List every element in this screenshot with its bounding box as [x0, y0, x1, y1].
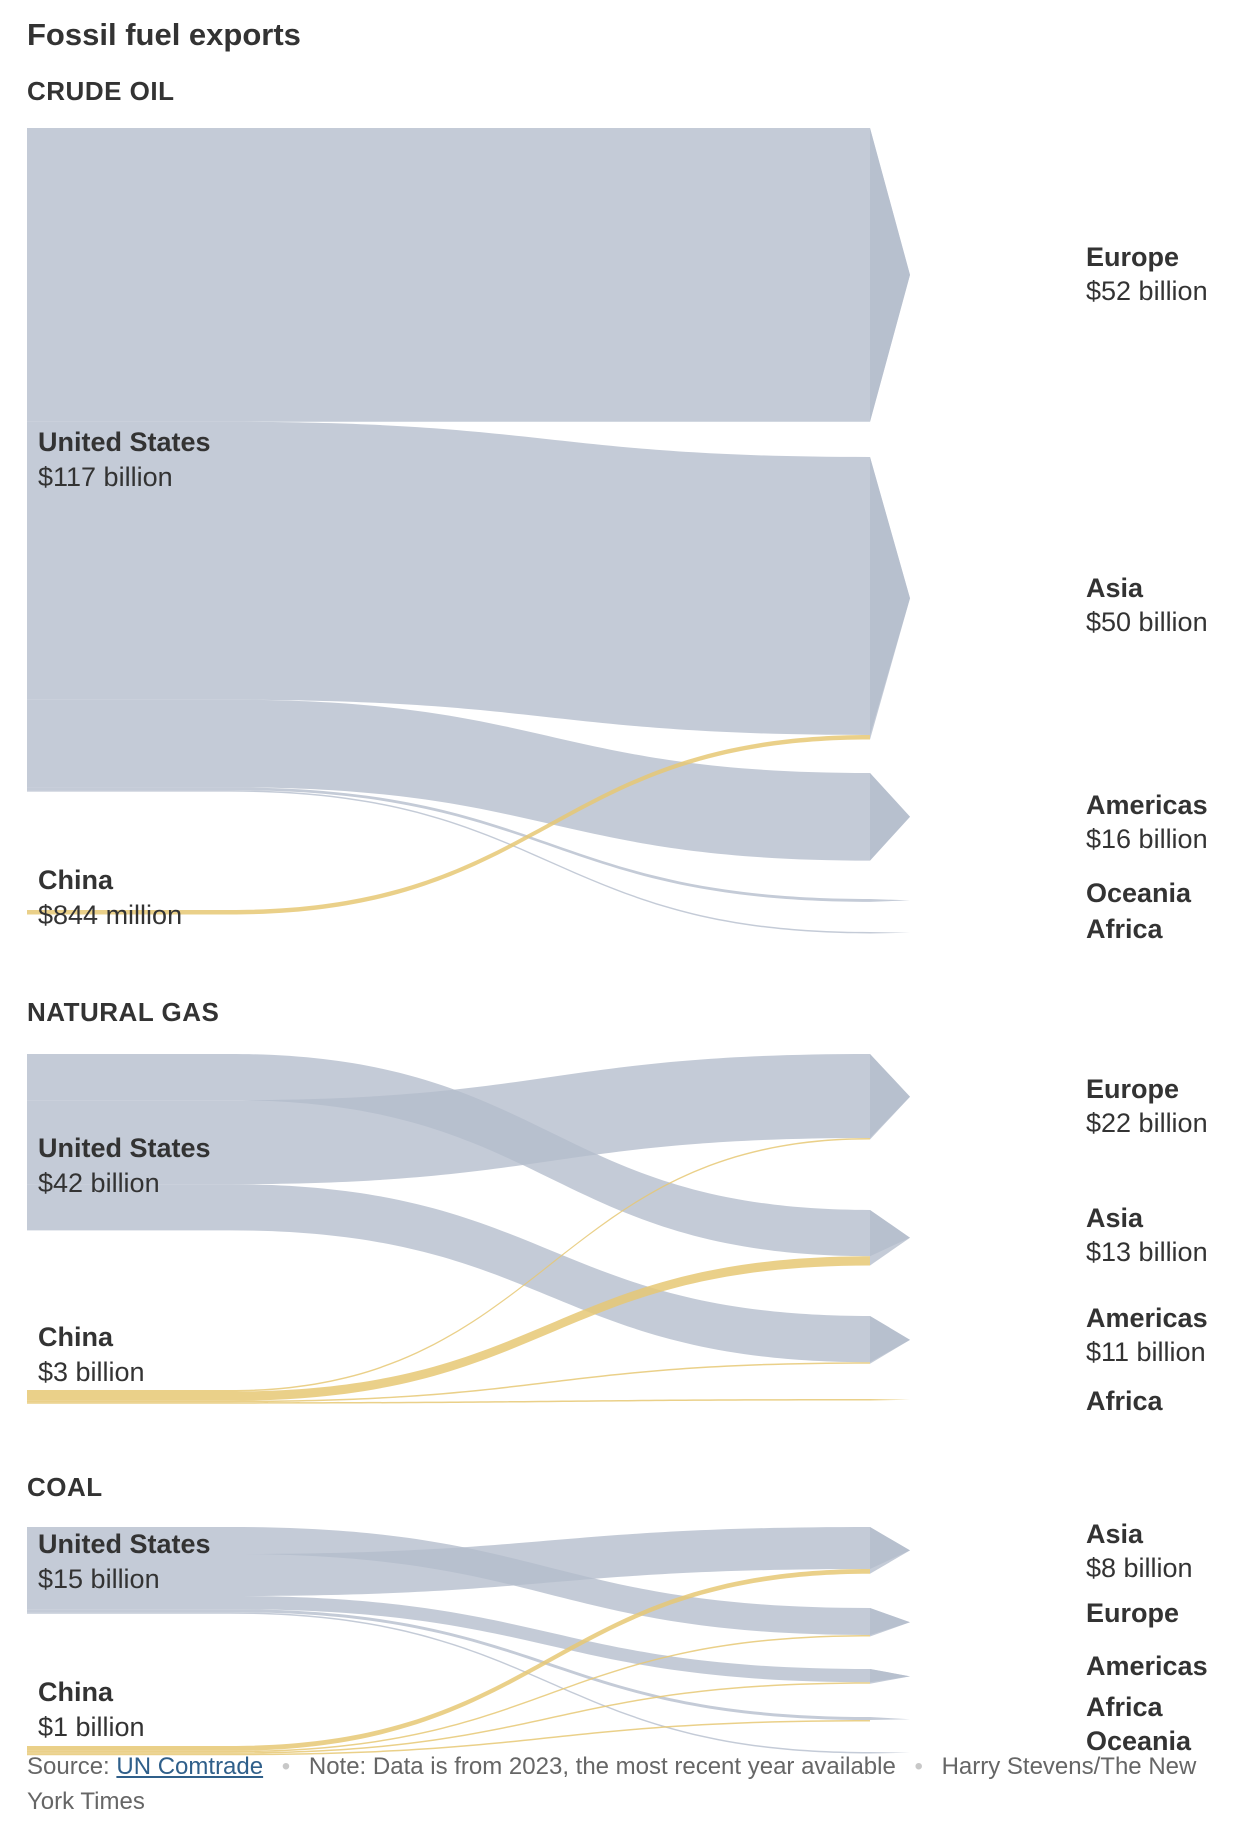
- footer-note: Note: Data is from 2023, the most recent…: [308, 1753, 896, 1780]
- destination-name-asia: Asia: [1086, 573, 1144, 603]
- arrow-tip-europe: [870, 1054, 910, 1140]
- separator-dot: •: [914, 1753, 923, 1780]
- flow-united-states-to-oceania: [27, 1612, 910, 1754]
- destination-value-asia: $8 billion: [1086, 1553, 1193, 1583]
- source-link[interactable]: UN Comtrade: [116, 1753, 264, 1780]
- arrow-tip-europe: [870, 1608, 910, 1637]
- destination-name-africa: Africa: [1086, 914, 1164, 944]
- destination-name-oceania: Oceania: [1086, 878, 1192, 908]
- source-value-united-states: $15 billion: [38, 1564, 160, 1594]
- source-name-china: China: [38, 1677, 114, 1707]
- chart-panels: CRUDE OIL United States $117 billion China $…: [27, 76, 1208, 1756]
- panel-crude-oil: CRUDE OIL United States $117 billion China $…: [27, 76, 1208, 944]
- flow-united-states-to-asia: [27, 1527, 910, 1596]
- flow-united-states-to-americas: [27, 1596, 910, 1683]
- destination-value-americas: $16 billion: [1086, 824, 1208, 854]
- source-value-china: $844 million: [38, 900, 182, 930]
- arrow-tip-americas: [870, 773, 910, 861]
- source-value-united-states: $42 billion: [38, 1168, 160, 1198]
- flow-united-states-to-europe: [27, 1054, 910, 1185]
- source-value-china: $1 billion: [38, 1712, 145, 1742]
- chart-title: Fossil fuel exports: [27, 17, 301, 52]
- destination-value-asia: $50 billion: [1086, 607, 1208, 637]
- source-name-china: China: [38, 865, 114, 895]
- destination-name-europe: Europe: [1086, 242, 1179, 272]
- destination-name-europe: Europe: [1086, 1074, 1179, 1104]
- destination-value-europe: $22 billion: [1086, 1108, 1208, 1138]
- arrow-tip-asia: [870, 1527, 910, 1574]
- destination-name-asia: Asia: [1086, 1203, 1144, 1233]
- separator-dot: •: [281, 1753, 291, 1780]
- section-title-natural-gas: NATURAL GAS: [27, 997, 219, 1027]
- destination-name-oceania: Oceania: [1086, 1726, 1192, 1756]
- destination-value-asia: $13 billion: [1086, 1237, 1208, 1267]
- footer-credit: Harry Stevens/The New York Times: [27, 1753, 1197, 1815]
- flow-china-to-africa: [27, 1399, 910, 1404]
- flow-united-states-to-europe: [27, 128, 910, 422]
- source-name-united-states: United States: [38, 1133, 211, 1163]
- panel-coal: COAL United States $15 billion China $1 bill…: [27, 1472, 1208, 1756]
- destination-name-americas: Americas: [1086, 1303, 1208, 1333]
- flow-china-to-americas: [27, 1682, 870, 1754]
- arrow-tip-asia: [870, 1210, 910, 1266]
- source-value-united-states: $117 billion: [38, 462, 173, 492]
- destination-name-africa: Africa: [1086, 1692, 1164, 1722]
- flow-china-to-europe: [27, 1635, 870, 1753]
- destination-name-americas: Americas: [1086, 1651, 1208, 1681]
- section-title-crude-oil: CRUDE OIL: [27, 76, 175, 106]
- source-name-united-states: United States: [38, 1529, 211, 1559]
- destination-name-asia: Asia: [1086, 1519, 1144, 1549]
- flow-united-states-to-asia: [27, 1054, 910, 1257]
- source-name-china: China: [38, 1322, 114, 1352]
- arrow-tip-asia: [870, 457, 910, 740]
- flow-united-states-to-americas: [27, 699, 910, 861]
- footer: Source: UN Comtrade • Note: Data is from…: [27, 1749, 1237, 1819]
- source-name-united-states: United States: [38, 427, 211, 457]
- flow-united-states-to-americas: [27, 1184, 910, 1363]
- source-value-china: $3 billion: [38, 1357, 145, 1387]
- source-label: Source:: [27, 1753, 110, 1780]
- destination-value-americas: $11 billion: [1086, 1337, 1206, 1367]
- destination-name-americas: Americas: [1086, 790, 1208, 820]
- panel-natural-gas: NATURAL GAS United States $42 billion China…: [27, 997, 1208, 1416]
- arrow-tip-americas: [870, 1669, 910, 1684]
- arrow-tip-europe: [870, 128, 910, 422]
- arrow-tip-americas: [870, 1316, 910, 1364]
- destination-name-europe: Europe: [1086, 1598, 1179, 1628]
- flow-united-states-to-asia: [27, 421, 910, 735]
- destination-value-europe: $52 billion: [1086, 276, 1208, 306]
- destination-name-africa: Africa: [1086, 1386, 1164, 1416]
- section-title-coal: COAL: [27, 1472, 103, 1502]
